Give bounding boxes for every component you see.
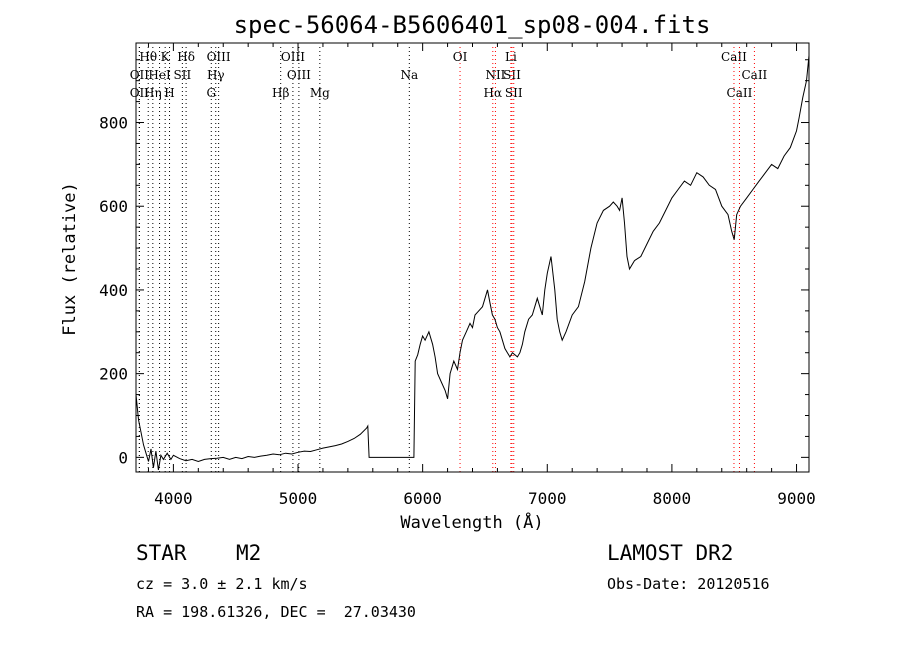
spectral-line: OIII bbox=[287, 47, 311, 472]
redshift-velocity: cz = 3.0 ± 2.1 km/s bbox=[136, 575, 308, 593]
spectral-line-label: Hγ bbox=[207, 68, 225, 82]
x-tick-label: 8000 bbox=[653, 489, 692, 508]
spectral-line-label: HeI bbox=[148, 68, 171, 82]
spectral-line: OI bbox=[453, 47, 468, 472]
spectral-line-label: OII bbox=[130, 86, 150, 100]
spectral-line-label: CaII bbox=[741, 68, 767, 82]
spectral-line: Hα bbox=[484, 47, 503, 472]
spectral-line-label: OIII bbox=[207, 50, 231, 64]
spectral-line-label: SII bbox=[503, 68, 521, 82]
y-tick-label: 400 bbox=[99, 281, 128, 300]
x-tick-label: 4000 bbox=[154, 489, 193, 508]
x-axis-label: Wavelength (Å) bbox=[400, 511, 543, 533]
spectral-line: SII bbox=[505, 47, 523, 472]
spectral-line: Li bbox=[505, 47, 517, 472]
spectral-line-label: SII bbox=[174, 68, 192, 82]
spectral-line-label: OIII bbox=[287, 68, 311, 82]
observation-date: Obs-Date: 20120516 bbox=[607, 575, 770, 593]
spectrum-line bbox=[135, 55, 810, 470]
axis-ticks: 4000 5000 6000 7000 8000 9000 0 200 400 600 800 bbox=[99, 43, 816, 508]
spectral-line-label: Na bbox=[400, 68, 418, 82]
spectral-line-label: Mg bbox=[310, 86, 330, 100]
spectral-line-label: OI bbox=[453, 50, 468, 64]
spectral-line: Hθ bbox=[139, 47, 157, 472]
x-tick-label: 6000 bbox=[403, 489, 442, 508]
spectral-line: Hδ bbox=[177, 47, 195, 472]
spectral-line: CaII bbox=[721, 47, 747, 472]
x-tick-label: 7000 bbox=[528, 489, 567, 508]
spectral-line: G bbox=[206, 47, 216, 472]
spectral-line-label: Hθ bbox=[139, 50, 157, 64]
spectral-line-label: CaII bbox=[721, 50, 747, 64]
spectral-line-label: Hη bbox=[144, 86, 162, 100]
spectral-line: Hη bbox=[144, 47, 162, 472]
spectral-line-label: Hβ bbox=[272, 86, 289, 100]
spectral-line-label: Hδ bbox=[177, 50, 195, 64]
y-tick-label: 600 bbox=[99, 197, 128, 216]
plot-frame bbox=[135, 42, 810, 473]
spectral-line: Mg bbox=[310, 47, 330, 472]
x-tick-label: 5000 bbox=[279, 489, 318, 508]
spectral-line-label: Li bbox=[505, 50, 517, 64]
spectral-line: SII bbox=[174, 47, 192, 472]
chart-title: spec-56064-B5606401_sp08-004.fits bbox=[234, 11, 711, 39]
spectral-subclass: M2 bbox=[236, 541, 262, 565]
spectral-line-label: H bbox=[164, 86, 174, 100]
spectral-line: H bbox=[164, 47, 175, 472]
spectrum-series bbox=[135, 55, 810, 470]
x-tick-label: 9000 bbox=[777, 489, 816, 508]
spectral-line-label: NII bbox=[485, 68, 505, 82]
spectral-line: Hβ bbox=[272, 47, 289, 472]
spectral-line-label: CaII bbox=[727, 86, 753, 100]
coordinates: RA = 198.61326, DEC = 27.03430 bbox=[136, 603, 416, 621]
spectral-line: CaII bbox=[741, 47, 768, 472]
spectral-line-label: G bbox=[206, 86, 216, 100]
spectral-line: K bbox=[161, 47, 171, 472]
y-tick-label: 200 bbox=[99, 365, 128, 384]
survey-name: LAMOST DR2 bbox=[607, 541, 734, 565]
spectral-line: OIII bbox=[281, 47, 305, 472]
spectral-line-label: Hα bbox=[484, 86, 503, 100]
spectral-line: CaII bbox=[727, 47, 753, 472]
spectral-line: Na bbox=[400, 47, 418, 472]
spectral-line: OIII bbox=[207, 47, 231, 472]
y-tick-label: 800 bbox=[99, 114, 128, 133]
spectral-line: HeI bbox=[148, 47, 171, 472]
y-axis-label: Flux (relative) bbox=[60, 182, 80, 336]
spectral-line-label: SII bbox=[505, 86, 523, 100]
spectral-line: NII bbox=[485, 47, 506, 472]
spectral-line-label: K bbox=[161, 50, 171, 64]
spectral-line: OII bbox=[130, 47, 150, 472]
spectral-line-label: OIII bbox=[281, 50, 305, 64]
spectral-line: Hγ bbox=[207, 47, 225, 472]
y-tick-label: 0 bbox=[118, 448, 128, 467]
object-type: STAR bbox=[136, 541, 187, 565]
spectral-line: SII bbox=[503, 47, 521, 472]
